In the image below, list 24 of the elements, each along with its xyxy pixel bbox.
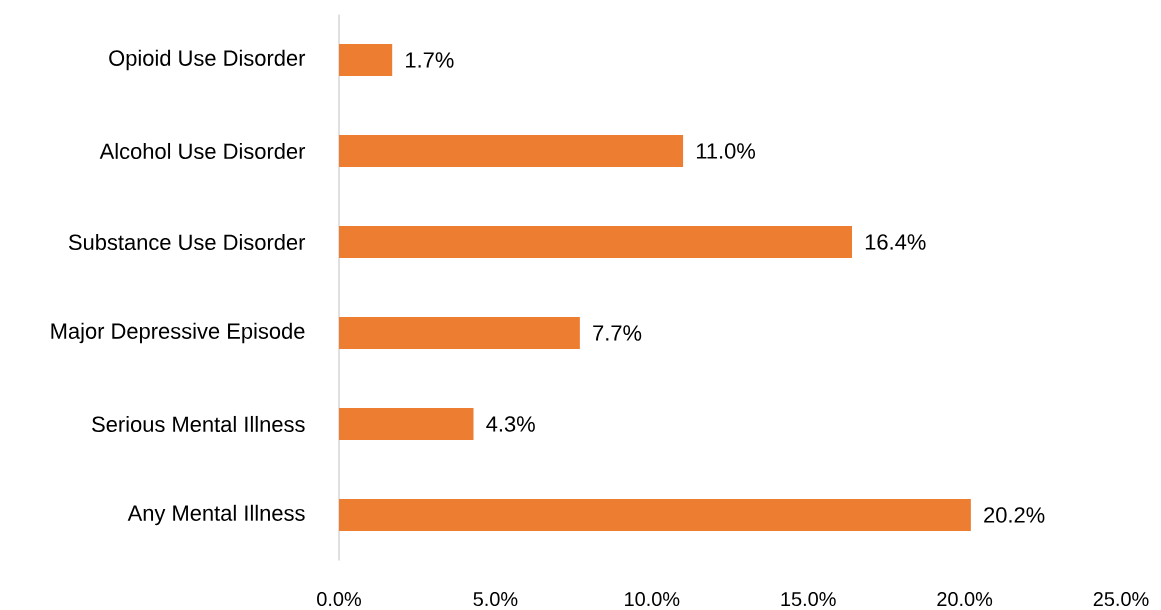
bar <box>339 226 852 258</box>
bar <box>339 135 684 167</box>
y-tick-label: Serious Mental Illness <box>92 415 305 433</box>
y-tick-label: Alcohol Use Disorder <box>99 142 306 160</box>
bar <box>339 408 474 440</box>
y-tick-label: Any Mental Illness <box>127 504 305 526</box>
data-label: 7.7% <box>593 325 642 341</box>
data-label: 20.2% <box>984 507 1045 523</box>
x-tick-label: 10.0% <box>625 592 680 607</box>
bar <box>339 317 580 349</box>
x-tick-label: 0.0% <box>317 592 361 607</box>
y-tick-label: Opioid Use Disorder <box>109 49 306 71</box>
data-label: 11.0% <box>696 143 756 159</box>
data-label: 16.4% <box>865 234 926 250</box>
bar <box>339 44 393 76</box>
x-tick-label: 25.0% <box>1093 592 1149 607</box>
data-label: 1.7% <box>406 52 454 68</box>
bar <box>339 499 971 531</box>
x-tick-label: 20.0% <box>937 592 993 607</box>
y-tick-label: Major Depressive Episode <box>51 322 305 344</box>
data-label: 4.3% <box>486 416 535 432</box>
x-tick-label: 5.0% <box>473 592 518 607</box>
x-tick-label: 15.0% <box>781 592 836 607</box>
y-tick-label: Substance Use Disorder <box>68 233 306 251</box>
